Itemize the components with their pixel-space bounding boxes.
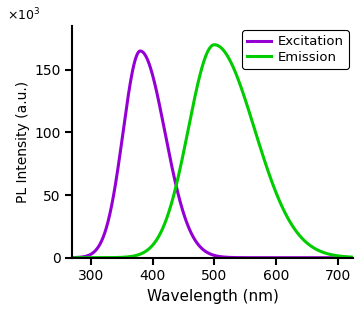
Emission xyxy=(348,255,353,259)
Text: $\times$10$^3$: $\times$10$^3$ xyxy=(7,7,40,24)
Excitation xyxy=(138,49,143,53)
Legend: Excitation, Emission: Excitation, Emission xyxy=(242,30,349,69)
Excitation xyxy=(175,190,180,193)
Excitation xyxy=(354,256,358,260)
X-axis label: Wavelength (nm): Wavelength (nm) xyxy=(147,289,279,304)
Emission xyxy=(175,179,180,182)
Emission xyxy=(64,256,68,260)
Line: Excitation: Excitation xyxy=(66,51,356,258)
Excitation xyxy=(348,256,353,260)
Emission xyxy=(188,119,192,123)
Excitation xyxy=(114,175,119,179)
Emission xyxy=(212,43,216,47)
Emission xyxy=(354,255,358,259)
Text: PL Intensity (a.u.): PL Intensity (a.u.) xyxy=(16,81,30,203)
Emission xyxy=(114,256,119,259)
Excitation xyxy=(188,229,192,233)
Line: Emission: Emission xyxy=(66,45,356,258)
Emission xyxy=(97,256,102,260)
Excitation xyxy=(97,244,102,247)
Excitation xyxy=(317,256,321,260)
Excitation xyxy=(64,256,68,260)
Emission xyxy=(317,249,321,253)
